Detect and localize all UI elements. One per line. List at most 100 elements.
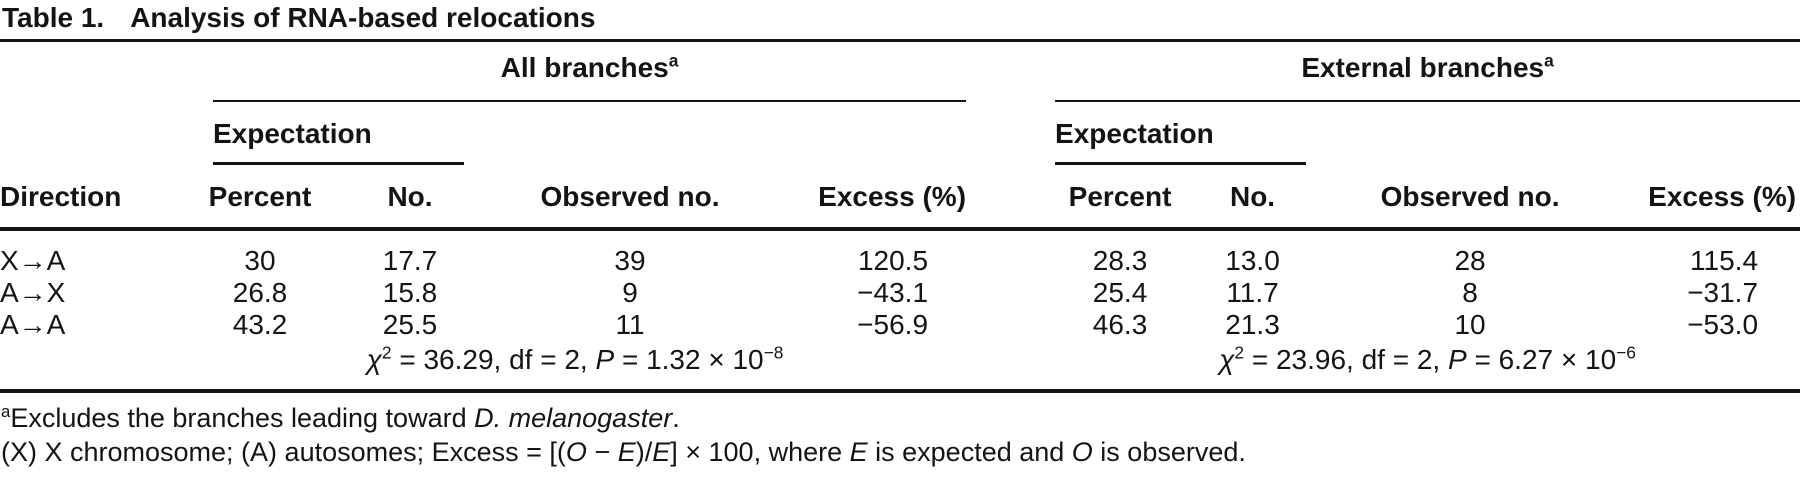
footnote-mark: a xyxy=(668,50,679,71)
footnote-a: aExcludes the branches leading toward D.… xyxy=(1,401,1800,435)
footnote-definitions: (X) X chromosome; (A) autosomes; Excess … xyxy=(1,435,1800,469)
table-number-label: Table 1. xyxy=(2,2,105,33)
data-table: All branchesa External branchesa Expecta… xyxy=(0,39,1800,393)
cell-ext-no: 13.0 xyxy=(1225,245,1280,276)
expectation-label: Expectation xyxy=(1055,102,1307,165)
definitions-text: ] × 100, where xyxy=(670,437,850,467)
cell-all-excess: −43.1 xyxy=(857,277,929,308)
column-header-row: Direction Percent No. Observed no. Exces… xyxy=(0,165,1800,231)
species-name: D. melanogaster xyxy=(474,403,673,433)
column-group-all-branches-label: All branchesa xyxy=(213,42,967,102)
chi-exponent: 2 xyxy=(381,342,392,363)
p-exponent: −6 xyxy=(1616,342,1636,363)
cell-gap xyxy=(970,229,1055,277)
cell-all-observed: 9 xyxy=(622,277,638,308)
cell-ext-excess: −31.7 xyxy=(1687,277,1759,308)
cell-ext-percent: 28.3 xyxy=(1092,245,1148,276)
cell-ext-observed: 8 xyxy=(1462,277,1478,308)
table-row-a-to-a: A→A 43.2 25.5 11 −56.9 46.3 21.3 10 −53.… xyxy=(0,309,1800,341)
cell-gap xyxy=(970,277,1055,309)
cell-all-no: 15.8 xyxy=(382,277,438,308)
p-exponent: −8 xyxy=(763,342,784,363)
p-symbol: P xyxy=(1448,344,1467,375)
chi-square-spacer xyxy=(0,341,180,393)
col-header-gap xyxy=(970,165,1056,231)
chi-square-all-branches: χ2 = 36.29, df = 2, P = 1.32 × 10−8 xyxy=(180,341,971,393)
chi-symbol: χ xyxy=(366,344,382,375)
chi-body: = 36.29, df = 2, xyxy=(391,344,596,375)
chi-square-external-branches: χ2 = 23.96, df = 2, P = 6.27 × 10−6 xyxy=(970,341,1800,393)
cell-all-percent: 30 xyxy=(244,245,276,276)
chi-symbol: χ xyxy=(1219,344,1235,375)
table-row-x-to-a: X→A 30 17.7 39 120.5 28.3 13.0 28 115.4 xyxy=(0,229,1800,277)
cell-direction: X→A xyxy=(0,245,66,276)
cell-all-excess: −56.9 xyxy=(857,309,929,340)
cell-ext-percent: 25.4 xyxy=(1092,277,1148,308)
col-header-observed-external: Observed no. xyxy=(1320,165,1621,231)
definitions-text: is expected and xyxy=(867,437,1072,467)
group-label-text: External branches xyxy=(1301,52,1545,83)
expectation-spacer xyxy=(480,102,970,165)
observed-symbol: O xyxy=(565,437,587,467)
expectation-label: Expectation xyxy=(213,102,464,165)
col-header-percent-external: Percent xyxy=(1055,165,1186,231)
cell-ext-excess: −53.0 xyxy=(1687,309,1759,340)
column-group-external-branches-label: External branchesa xyxy=(1055,42,1800,102)
cell-all-observed: 39 xyxy=(614,245,646,276)
col-header-no-all: No. xyxy=(340,165,480,231)
table-title-text: Analysis of RNA-based relocations xyxy=(130,2,596,33)
definitions-text: )/ xyxy=(635,437,653,467)
cell-ext-observed: 10 xyxy=(1454,309,1486,340)
group-label-text: All branches xyxy=(500,52,669,83)
definitions-text: (X) X chromosome; (A) autosomes; Excess … xyxy=(1,437,566,467)
chi-exponent: 2 xyxy=(1234,342,1245,363)
p-body: = 1.32 × 10 xyxy=(614,344,764,375)
definitions-text: − xyxy=(586,437,618,467)
cell-all-percent: 43.2 xyxy=(232,309,288,340)
cell-all-no: 17.7 xyxy=(382,245,438,276)
cell-all-percent: 26.8 xyxy=(232,277,288,308)
expected-symbol: E xyxy=(849,437,868,467)
chi-square-row: χ2 = 36.29, df = 2, P = 1.32 × 10−8 χ2 =… xyxy=(0,341,1800,393)
cell-all-no: 25.5 xyxy=(382,309,438,340)
group-header-row: All branchesa External branchesa xyxy=(0,41,1800,103)
expectation-spacer xyxy=(1320,102,1800,165)
cell-direction: A→X xyxy=(0,277,66,308)
expectation-header-row: Expectation Expectation xyxy=(0,102,1800,165)
footnote-a-mark: a xyxy=(1,402,11,421)
footnote-a-period: . xyxy=(672,403,680,433)
definitions-text: is observed. xyxy=(1092,437,1246,467)
expectation-group-header-all: Expectation xyxy=(180,102,480,165)
col-header-percent-all: Percent xyxy=(180,165,340,231)
col-header-observed-all: Observed no. xyxy=(480,165,780,231)
col-header-direction: Direction xyxy=(0,165,180,231)
observed-symbol: O xyxy=(1071,437,1093,467)
expected-symbol: E xyxy=(617,437,636,467)
cell-ext-percent: 46.3 xyxy=(1092,309,1148,340)
expectation-spacer xyxy=(0,102,180,165)
cell-all-observed: 11 xyxy=(615,309,645,340)
column-group-all-branches: All branchesa xyxy=(180,41,970,102)
col-header-excess-all: Excess (%) xyxy=(780,165,971,231)
cell-gap xyxy=(970,309,1055,341)
footnote-mark: a xyxy=(1544,50,1554,71)
group-header-spacer xyxy=(0,41,180,103)
table-caption: Table 1. Analysis of RNA-based relocation… xyxy=(0,0,1800,39)
chi-body: = 23.96, df = 2, xyxy=(1244,344,1448,375)
col-header-excess-external: Excess (%) xyxy=(1620,165,1800,231)
expected-symbol: E xyxy=(652,437,671,467)
col-header-no-external: No. xyxy=(1185,165,1321,231)
cell-ext-observed: 28 xyxy=(1454,245,1486,276)
p-symbol: P xyxy=(595,344,615,375)
footnote-a-text: Excludes the branches leading toward xyxy=(10,403,475,433)
p-body: = 6.27 × 10 xyxy=(1466,344,1617,375)
cell-ext-no: 11.7 xyxy=(1226,277,1279,308)
cell-all-excess: 120.5 xyxy=(857,245,929,276)
cell-ext-excess: 115.4 xyxy=(1690,245,1759,276)
cell-direction: A→A xyxy=(0,309,66,340)
column-group-external-branches: External branchesa xyxy=(970,41,1800,102)
cell-ext-no: 21.3 xyxy=(1225,309,1280,340)
expectation-group-header-external: Expectation xyxy=(970,102,1320,165)
footnotes: aExcludes the branches leading toward D.… xyxy=(0,401,1800,469)
